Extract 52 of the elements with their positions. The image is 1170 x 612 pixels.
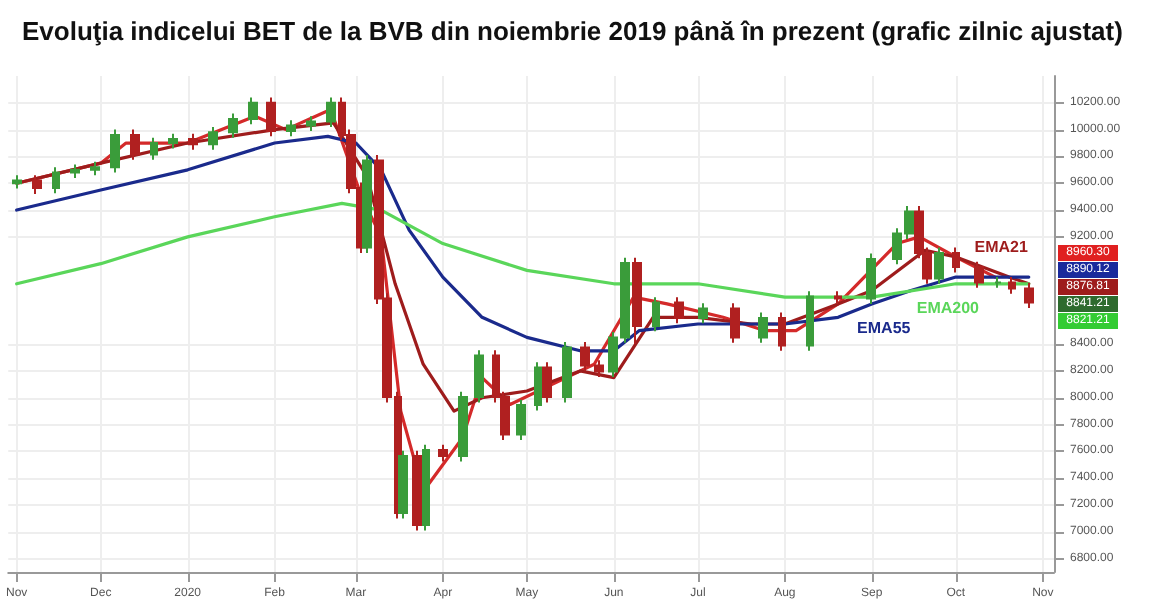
candlestick bbox=[562, 341, 572, 404]
candlestick bbox=[994, 276, 1002, 289]
candlestick bbox=[168, 132, 178, 150]
candlestick bbox=[188, 132, 198, 151]
candlestick bbox=[248, 96, 258, 126]
candlestick bbox=[398, 449, 408, 520]
series-label: EMA21 bbox=[974, 238, 1029, 257]
candlestick bbox=[458, 390, 468, 463]
candlestick bbox=[438, 443, 448, 463]
candlestick bbox=[866, 252, 876, 305]
candlestick bbox=[32, 174, 42, 195]
candlestick bbox=[208, 125, 218, 151]
candlestick bbox=[362, 154, 372, 254]
series-label: EMA200 bbox=[916, 298, 981, 317]
candlestick bbox=[534, 361, 542, 412]
candlestick bbox=[952, 246, 960, 274]
candlestick bbox=[412, 449, 422, 532]
candlestick bbox=[1024, 282, 1034, 309]
candlestick bbox=[806, 290, 814, 352]
candlestick bbox=[730, 302, 740, 344]
candlestick bbox=[110, 128, 120, 174]
candlestick bbox=[422, 443, 430, 532]
candlestick bbox=[632, 256, 642, 346]
candlestick bbox=[90, 160, 100, 177]
candlestick bbox=[974, 260, 984, 289]
candlestick bbox=[594, 359, 604, 378]
series-label: EMA55 bbox=[857, 318, 912, 337]
candlestick bbox=[652, 296, 660, 333]
candlestick bbox=[474, 349, 484, 404]
candlestick bbox=[130, 128, 140, 161]
candlestick bbox=[1008, 276, 1016, 295]
candlestick bbox=[758, 311, 768, 344]
candlestick bbox=[52, 166, 60, 195]
candlestick bbox=[674, 296, 684, 325]
candlestick bbox=[834, 290, 842, 305]
candlestick bbox=[934, 246, 944, 285]
candlestick bbox=[12, 174, 22, 190]
candlestick bbox=[228, 112, 238, 139]
line-series bbox=[15, 201, 1031, 299]
candlestick bbox=[698, 302, 708, 325]
candlestick bbox=[266, 96, 276, 138]
candlestick bbox=[286, 119, 296, 138]
line-series bbox=[15, 134, 1031, 353]
candlestick bbox=[580, 341, 590, 372]
chart-title: Evoluţia indicelui BET de la BVB din noiembrie 2019 până în prezent (grafic zilnic ajustat) bbox=[22, 16, 1123, 46]
candlestick bbox=[306, 115, 316, 132]
candlestick bbox=[150, 136, 158, 161]
candlestick bbox=[778, 311, 786, 352]
candlestick bbox=[326, 96, 336, 128]
candlestick bbox=[70, 163, 80, 179]
candlestick bbox=[516, 398, 526, 441]
candlestick bbox=[542, 361, 552, 404]
